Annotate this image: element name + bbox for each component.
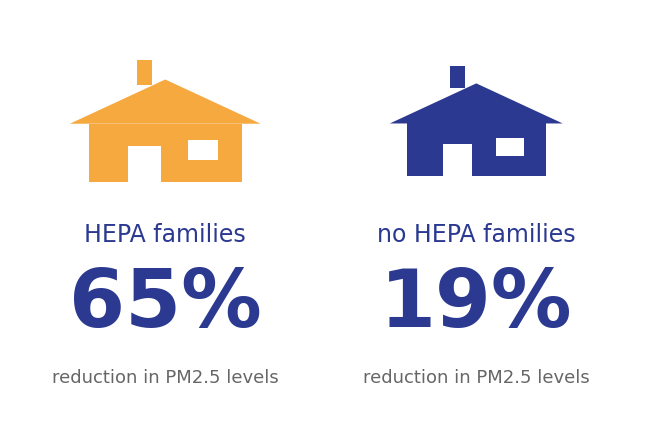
Bar xyxy=(450,66,465,89)
Text: HEPA families: HEPA families xyxy=(84,223,246,248)
Bar xyxy=(187,140,218,160)
Text: reduction in PM2.5 levels: reduction in PM2.5 levels xyxy=(52,369,279,387)
Polygon shape xyxy=(70,79,260,124)
Polygon shape xyxy=(390,83,562,124)
Bar xyxy=(89,124,242,182)
Bar xyxy=(496,138,524,156)
Text: 65%: 65% xyxy=(69,266,262,343)
Bar xyxy=(137,60,152,85)
Text: reduction in PM2.5 levels: reduction in PM2.5 levels xyxy=(363,369,590,387)
Text: 19%: 19% xyxy=(380,266,573,343)
Bar xyxy=(407,124,546,176)
Bar xyxy=(128,146,161,182)
Bar xyxy=(443,143,472,176)
Text: no HEPA families: no HEPA families xyxy=(377,223,575,248)
